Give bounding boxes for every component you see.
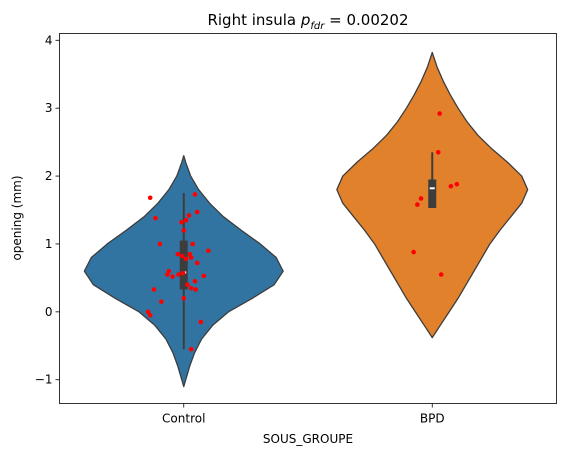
data-point xyxy=(151,287,157,292)
data-point xyxy=(194,209,200,215)
data-point xyxy=(188,346,194,352)
data-point xyxy=(183,256,189,262)
title-symbol: p xyxy=(300,11,311,29)
x-tick-label: BPD xyxy=(420,412,445,426)
data-point xyxy=(165,272,170,277)
y-tick-label: −1 xyxy=(35,373,53,387)
data-point xyxy=(180,270,186,276)
data-point xyxy=(186,213,192,218)
data-point xyxy=(454,181,460,187)
data-point xyxy=(188,285,194,291)
data-point xyxy=(157,241,163,247)
plot-frame xyxy=(59,33,557,404)
data-point xyxy=(185,282,190,287)
data-point xyxy=(198,319,204,325)
data-point xyxy=(438,272,444,277)
data-point xyxy=(192,278,198,284)
data-point xyxy=(147,312,153,318)
x-axis-label: SOUS_GROUPE xyxy=(263,432,353,446)
y-tick-label: 3 xyxy=(45,101,53,115)
data-point xyxy=(411,249,416,255)
data-point xyxy=(193,287,198,292)
data-point xyxy=(188,255,194,260)
data-point xyxy=(206,248,211,254)
data-point xyxy=(153,215,158,221)
y-tick-label: 0 xyxy=(45,305,53,319)
box-bpd xyxy=(428,179,437,208)
y-axis-label: opening (mm) xyxy=(10,175,24,260)
data-point xyxy=(179,219,184,225)
y-axis: −1 0 1 2 3 4 xyxy=(35,33,60,387)
data-point xyxy=(181,228,187,233)
data-point xyxy=(183,217,189,223)
y-tick-label: 1 xyxy=(45,237,53,251)
y-tick-label: 4 xyxy=(45,33,53,47)
data-point xyxy=(175,251,181,257)
data-point xyxy=(435,150,441,155)
data-point xyxy=(145,309,151,315)
chart-title: Right insula pfdr = 0.00202 xyxy=(207,11,408,32)
data-point xyxy=(179,253,185,259)
data-point xyxy=(201,273,207,279)
data-point xyxy=(437,111,443,116)
data-point xyxy=(147,195,153,201)
x-axis: Control BPD xyxy=(162,403,445,426)
data-point xyxy=(448,183,454,189)
data-point xyxy=(176,272,181,277)
title-subscript: fdr xyxy=(310,21,325,32)
data-point xyxy=(170,274,175,279)
data-point xyxy=(159,299,164,304)
data-point xyxy=(418,196,424,201)
data-point xyxy=(194,260,200,266)
x-tick-label: Control xyxy=(162,412,205,426)
data-point xyxy=(192,192,198,197)
y-tick-label: 2 xyxy=(45,169,53,183)
data-point xyxy=(181,295,187,301)
plot-area xyxy=(83,51,529,388)
data-point xyxy=(190,241,195,247)
box-control xyxy=(179,240,188,290)
data-point xyxy=(415,202,420,207)
